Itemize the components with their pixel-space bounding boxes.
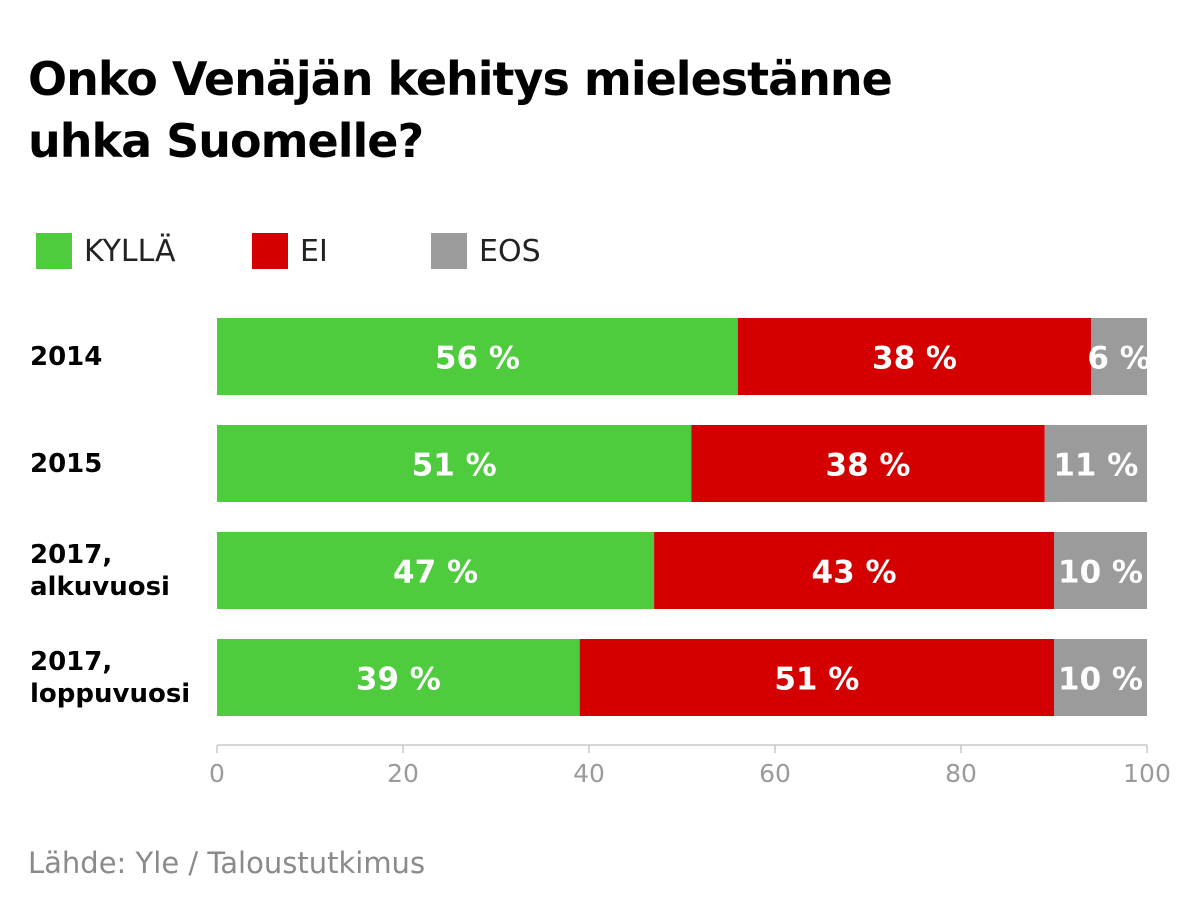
legend-item-kyllä: KYLLÄ (36, 232, 176, 270)
category-label-0: 2014 (30, 341, 103, 372)
legend-swatch (36, 233, 72, 269)
data-label-eos-2: 10 % (1058, 555, 1143, 591)
x-tick-label-0: 0 (209, 759, 225, 788)
legend-swatch (431, 233, 467, 269)
data-label-eos-3: 10 % (1058, 662, 1143, 698)
bar-ei-2 (654, 532, 1054, 609)
data-label-kyllä-0: 56 % (435, 341, 520, 377)
bar-ei-0 (737, 318, 1092, 395)
x-tick-label-5: 100 (1123, 759, 1171, 788)
data-label-ei-0: 38 % (872, 341, 957, 377)
x-tick-label-3: 60 (759, 759, 791, 788)
bar-ei-1 (691, 425, 1045, 502)
source-note: Lähde: Yle / Taloustutkimus (28, 846, 426, 880)
chart-title: Onko Venäjän kehitys mielestänne uhka Su… (28, 52, 893, 168)
legend-label: EOS (479, 233, 541, 269)
data-label-kyllä-1: 51 % (412, 448, 497, 484)
bar-kyllä-3 (217, 639, 580, 716)
legend-swatch (252, 233, 288, 269)
x-tick-label-2: 40 (573, 759, 605, 788)
data-label-kyllä-3: 39 % (356, 662, 441, 698)
category-label-2: 2017, alkuvuosi (30, 539, 170, 602)
legend-item-ei: EI (252, 232, 328, 270)
data-label-ei-1: 38 % (826, 448, 911, 484)
legend-label: KYLLÄ (84, 233, 176, 269)
bar-eos-0 (1091, 318, 1147, 395)
bar-eos-1 (1044, 425, 1147, 502)
bar-kyllä-2 (217, 532, 655, 609)
data-label-eos-0: 6 % (1087, 341, 1150, 377)
legend-label: EI (300, 233, 328, 269)
x-tick-label-4: 80 (945, 759, 977, 788)
bar-kyllä-0 (217, 318, 738, 395)
data-label-eos-1: 11 % (1053, 448, 1138, 484)
category-label-3: 2017, loppuvuosi (30, 646, 191, 709)
x-tick-label-1: 20 (387, 759, 419, 788)
data-label-kyllä-2: 47 % (393, 555, 478, 591)
category-label-1: 2015 (30, 448, 103, 479)
legend-item-eos: EOS (431, 232, 541, 270)
data-label-ei-3: 51 % (774, 662, 859, 698)
bar-ei-3 (579, 639, 1054, 716)
bar-kyllä-1 (217, 425, 692, 502)
bar-eos-2 (1054, 532, 1147, 609)
bar-eos-3 (1054, 639, 1147, 716)
data-label-ei-2: 43 % (812, 555, 897, 591)
